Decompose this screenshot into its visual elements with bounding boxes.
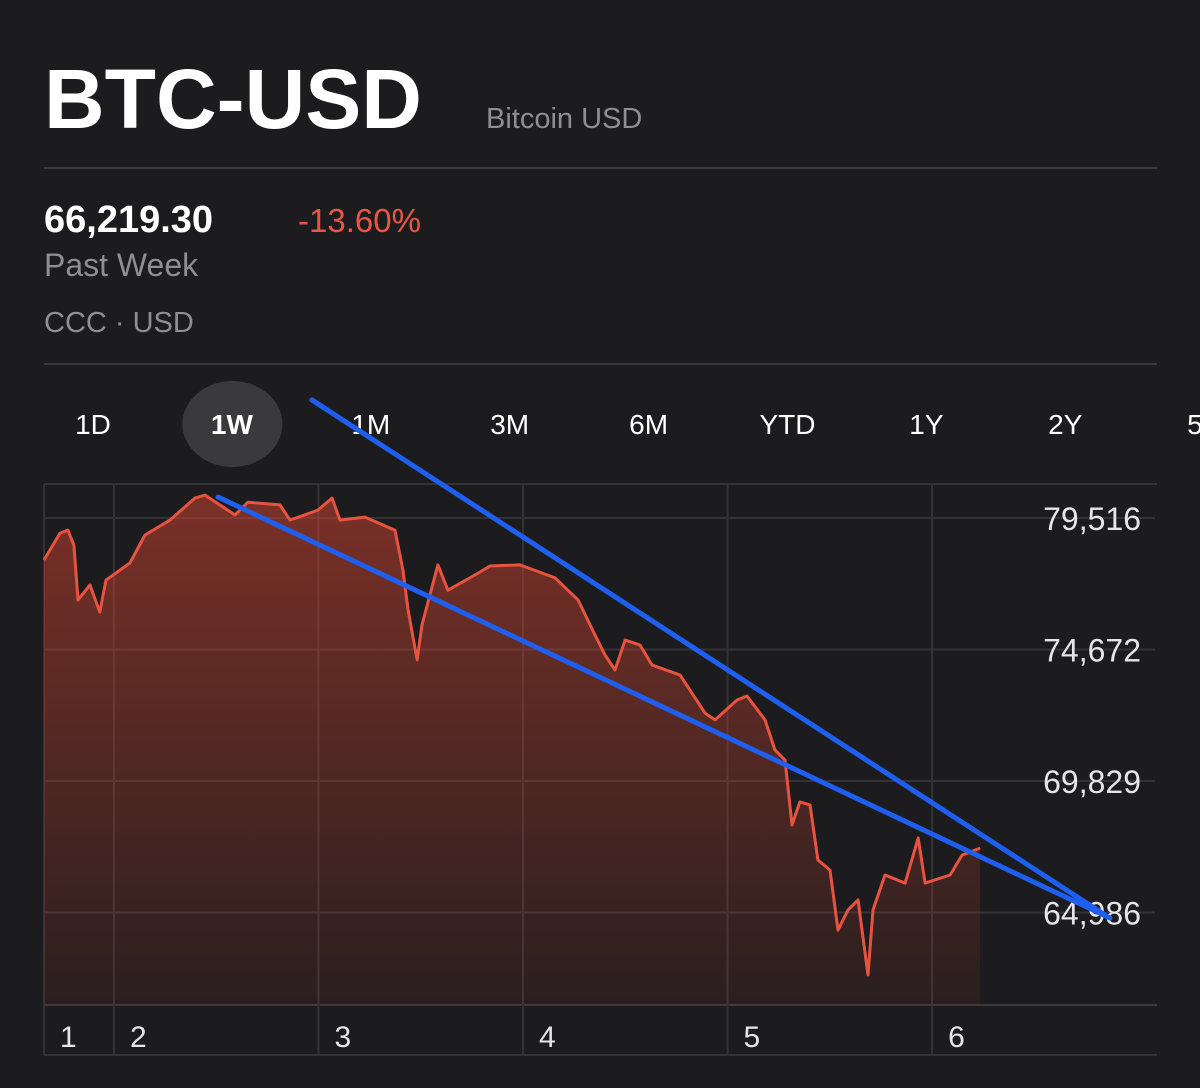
- range-label: YTD: [760, 409, 816, 440]
- price-line: [42, 493, 981, 977]
- x-tick-label: 2: [130, 1021, 147, 1054]
- range-button[interactable]: 6M: [629, 409, 668, 440]
- company-name: Bitcoin USD: [486, 103, 642, 135]
- range-button[interactable]: YTD: [760, 409, 816, 440]
- trend-line: [309, 397, 1108, 918]
- range-label: 1D: [75, 409, 111, 440]
- range-button[interactable]: 1M: [351, 409, 390, 440]
- annotation: [215, 397, 1113, 921]
- x-tick-label: 5: [744, 1021, 761, 1054]
- range-button[interactable]: 3M: [490, 409, 529, 440]
- range-button[interactable]: 5Y: [1187, 409, 1200, 440]
- range-label: 5Y: [1187, 409, 1200, 440]
- y-tick-label: 64,986: [1043, 896, 1141, 932]
- range-label: 2Y: [1048, 409, 1083, 440]
- y-tick-label: 79,516: [1043, 501, 1141, 537]
- exchange: CCC · USD: [44, 307, 194, 339]
- range-selected-pill: [182, 381, 283, 467]
- x-tick-label: 3: [334, 1021, 351, 1054]
- range-button[interactable]: 1Y: [909, 409, 944, 440]
- range-label: 1Y: [909, 409, 944, 440]
- range-label: 3M: [490, 409, 529, 440]
- x-tick-label: 6: [948, 1021, 965, 1054]
- y-tick-label: 69,829: [1043, 764, 1141, 800]
- chart: 79,516 74,672 69,829 64,986 1 2 3 4 5 6: [42, 483, 1157, 1056]
- range-label: 1W: [211, 409, 254, 440]
- range-button[interactable]: 1W: [182, 381, 283, 467]
- range-label: 6M: [629, 409, 668, 440]
- trend-line: [215, 494, 1113, 921]
- range-label: 1M: [351, 409, 390, 440]
- symbol: BTC-USD: [44, 52, 422, 146]
- range-selector: 1D 1W 1M 3M 6M YTD 1Y 2Y 5Y: [75, 381, 1200, 467]
- x-tick-label: 1: [60, 1021, 77, 1054]
- y-tick-label: 74,672: [1043, 633, 1141, 669]
- range-button[interactable]: 1D: [75, 409, 111, 440]
- price-area: [44, 495, 981, 1005]
- price: 66,219.30: [44, 199, 213, 241]
- change: -13.60%: [298, 202, 421, 239]
- period: Past Week: [44, 247, 199, 283]
- x-tick-label: 4: [539, 1021, 556, 1054]
- range-button[interactable]: 2Y: [1048, 409, 1083, 440]
